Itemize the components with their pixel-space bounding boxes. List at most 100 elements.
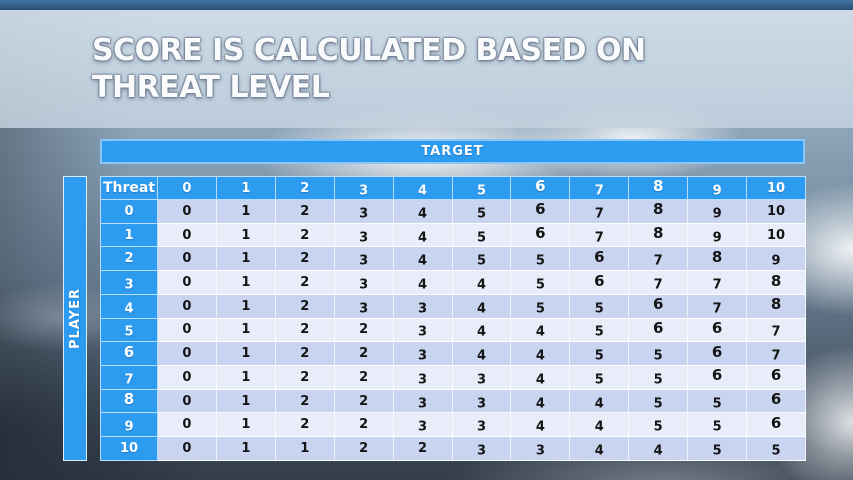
score-cell: 3 — [393, 412, 453, 438]
column-header-4: 4 — [392, 176, 453, 200]
column-header-9: 9 — [687, 176, 748, 200]
score-cell: 1 — [216, 389, 276, 414]
score-cell: 1 — [275, 436, 335, 461]
score-cell: 9 — [687, 223, 748, 248]
row-header-8: 8 — [100, 388, 158, 414]
score-cell: 5 — [569, 318, 630, 343]
score-cell: 2 — [334, 341, 394, 367]
row-header-5: 5 — [100, 317, 158, 343]
score-cell: 6 — [628, 318, 689, 343]
row-header-2: 2 — [100, 246, 158, 272]
score-cell: 5 — [452, 223, 512, 248]
score-cell: 7 — [746, 341, 806, 367]
score-cell: 6 — [746, 412, 806, 438]
score-cell: 3 — [393, 341, 453, 367]
table-body: 0 0 1 2 3 4 5 6 7 8 9 10 1 0 1 2 3 4 5 6 7 8 9 10 2 0 1 2 3 4 5 5 6 7 8 9 3 0… — [100, 199, 806, 461]
score-cell: 2 — [275, 341, 335, 367]
row-header-0: 0 — [100, 199, 158, 224]
player-axis-bar: PLAYER — [63, 176, 87, 461]
score-cell: 3 — [510, 436, 571, 461]
score-cell: 5 — [452, 199, 512, 224]
score-cell: 2 — [334, 412, 394, 438]
score-cell: 4 — [393, 270, 453, 295]
score-cell: 4 — [569, 412, 630, 438]
score-cell: 1 — [216, 199, 276, 224]
column-header-8: 8 — [628, 176, 689, 200]
row-header-1: 1 — [100, 222, 158, 248]
score-cell: 4 — [510, 318, 571, 343]
score-cell: 1 — [216, 223, 276, 248]
score-cell: 5 — [510, 270, 571, 295]
score-cell: 4 — [510, 341, 571, 367]
table-row: 10 0 1 1 2 2 3 3 4 4 5 5 — [100, 436, 806, 461]
score-cell: 2 — [275, 270, 335, 295]
score-cell: 5 — [569, 294, 630, 319]
slide-title-line-1: SCORE IS CALCULATED BASED ON — [92, 33, 646, 68]
score-cell: 3 — [452, 412, 512, 438]
score-cell: 5 — [628, 365, 689, 390]
score-cell: 2 — [275, 365, 335, 390]
column-header-0: 0 — [157, 176, 217, 200]
table-row: 0 0 1 2 3 4 5 6 7 8 9 10 — [100, 199, 806, 224]
score-cell: 6 — [746, 365, 806, 390]
score-cell: 4 — [569, 389, 630, 414]
score-cell: 0 — [157, 294, 217, 319]
score-cell: 0 — [157, 246, 217, 272]
score-cell: 5 — [687, 436, 748, 461]
score-cell: 4 — [452, 294, 512, 319]
score-cell: 1 — [216, 318, 276, 343]
score-cell: 7 — [569, 223, 630, 248]
score-cell: 0 — [157, 389, 217, 414]
score-cell: 4 — [510, 365, 571, 390]
score-cell: 5 — [628, 341, 689, 367]
target-label: TARGET — [421, 144, 484, 159]
score-cell: 0 — [157, 436, 217, 461]
score-cell: 2 — [275, 412, 335, 438]
score-cell: 0 — [157, 270, 217, 295]
score-cell: 5 — [746, 436, 806, 461]
score-cell: 3 — [452, 365, 512, 390]
score-cell: 1 — [216, 294, 276, 319]
score-cell: 2 — [334, 365, 394, 390]
score-cell: 5 — [510, 294, 571, 319]
column-header-1: 1 — [215, 176, 276, 200]
column-header-7: 7 — [569, 176, 630, 200]
score-cell: 3 — [334, 246, 394, 272]
score-cell: 7 — [628, 246, 689, 272]
score-cell: 6 — [746, 389, 806, 414]
slide-title: SCORE IS CALCULATED BASED ON THREAT LEVE… — [92, 32, 853, 106]
row-header-9: 9 — [100, 412, 158, 438]
column-header-6: 6 — [510, 176, 571, 200]
score-cell: 8 — [628, 199, 689, 224]
score-cell: 4 — [452, 318, 512, 343]
score-cell: 6 — [628, 294, 689, 319]
score-cell: 1 — [216, 246, 276, 272]
row-header-4: 4 — [100, 293, 158, 319]
score-cell: 5 — [628, 412, 689, 438]
score-cell: 8 — [746, 294, 806, 319]
score-cell: 2 — [334, 318, 394, 343]
score-cell: 8 — [746, 270, 806, 295]
score-cell: 1 — [216, 341, 276, 367]
score-cell: 1 — [216, 412, 276, 438]
score-cell: 0 — [157, 199, 217, 224]
score-cell: 0 — [157, 318, 217, 343]
score-cell: 5 — [569, 341, 630, 367]
score-cell: 9 — [746, 246, 806, 272]
score-cell: 0 — [157, 341, 217, 367]
score-cell: 3 — [393, 365, 453, 390]
score-cell: 5 — [687, 389, 748, 414]
score-cell: 7 — [687, 294, 748, 319]
score-cell: 0 — [157, 223, 217, 248]
score-cell: 7 — [628, 270, 689, 295]
score-cell: 8 — [628, 223, 689, 248]
corner-header-cell: Threat — [100, 176, 158, 200]
score-cell: 8 — [687, 246, 748, 272]
row-header-3: 3 — [100, 270, 158, 295]
score-cell: 4 — [452, 341, 512, 367]
score-cell: 1 — [216, 270, 276, 295]
score-cell: 2 — [275, 389, 335, 414]
